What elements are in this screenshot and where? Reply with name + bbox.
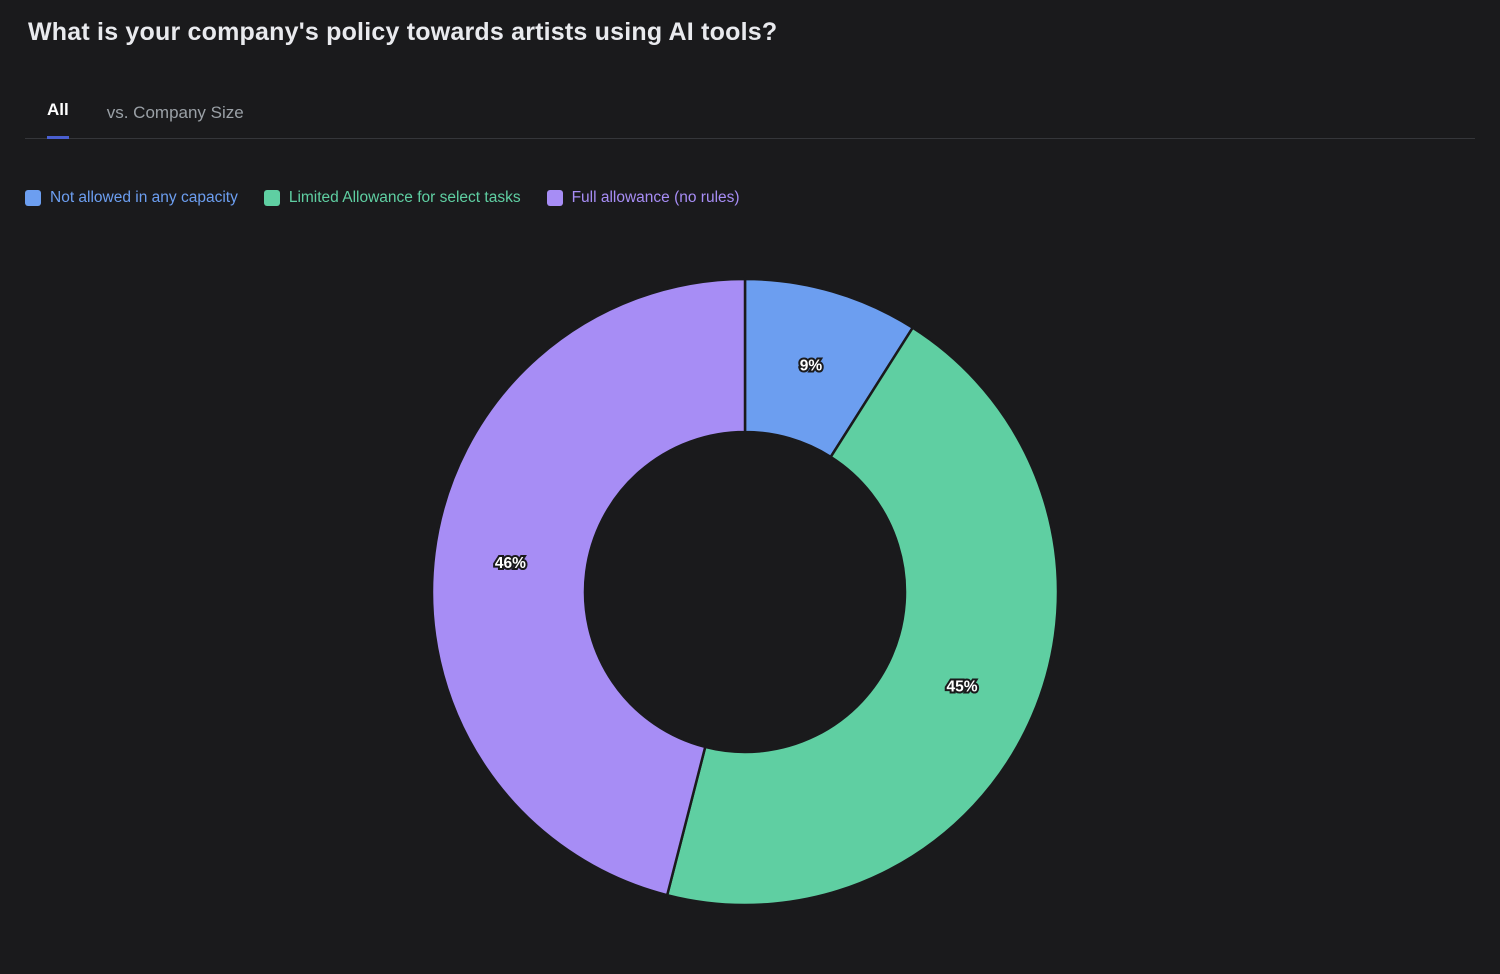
- donut-slice-2[interactable]: [430, 277, 747, 897]
- legend-swatch-green-icon: [263, 190, 280, 206]
- donut-slice-1[interactable]: [665, 325, 1060, 907]
- legend-item-limited-allowance[interactable]: Limited Allowance for select tasks: [263, 189, 521, 207]
- legend-swatch-blue-icon: [25, 190, 41, 206]
- header: What is your company's policy towards ar…: [0, 0, 1500, 47]
- legend-item-not-allowed[interactable]: Not allowed in any capacity: [25, 189, 238, 207]
- legend-label: Not allowed in any capacity: [50, 189, 238, 206]
- legend-label: Limited Allowance for select tasks: [288, 189, 521, 206]
- slice-data-label: 9%: [800, 357, 823, 374]
- chart-area: 9% 45% 46%: [0, 225, 1500, 939]
- legend-swatch-purple-icon: [546, 190, 563, 206]
- chart-legend: Not allowed in any capacity Limited Allo…: [25, 189, 1500, 207]
- slice-data-label: 45%: [947, 678, 978, 695]
- tab-vs-company-size[interactable]: vs. Company Size: [106, 103, 244, 122]
- slice-data-label: 46%: [495, 555, 526, 572]
- page-title: What is your company's policy towards ar…: [28, 18, 778, 46]
- tab-all[interactable]: All: [47, 100, 69, 139]
- legend-label: Full allowance (no rules): [571, 189, 740, 206]
- donut-chart: 9% 45% 46%: [430, 277, 1060, 907]
- legend-item-full-allowance[interactable]: Full allowance (no rules): [546, 189, 740, 207]
- tab-bar: All vs. Company Size: [25, 99, 1475, 139]
